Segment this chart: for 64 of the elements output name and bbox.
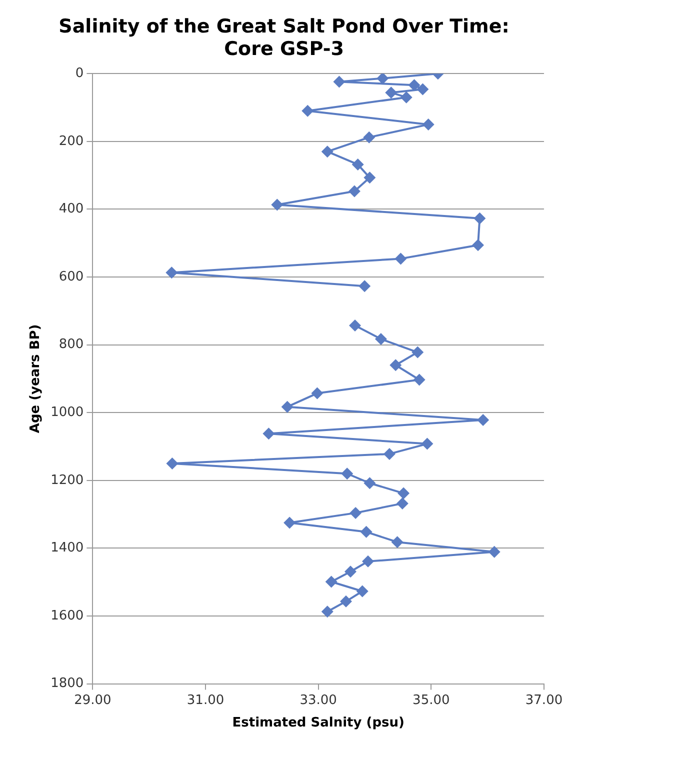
point: [281, 400, 294, 413]
point: [358, 280, 371, 292]
y-tick-label: 800: [58, 337, 84, 352]
y-tick-label: 1800: [50, 676, 84, 692]
point: [398, 487, 410, 500]
point: [364, 172, 376, 184]
point: [376, 74, 389, 84]
chart-title: Salinity of the Great Salt Pond Over Time: Core GSP-3: [58, 15, 510, 60]
x-tick-label: 35.00: [412, 692, 450, 708]
point: [421, 438, 434, 450]
point: [284, 516, 296, 529]
x-tick-label: 31.00: [186, 692, 224, 708]
x-tick-label: 29.00: [74, 692, 112, 708]
y-tick-label: 1400: [50, 540, 84, 556]
point: [352, 158, 364, 170]
point: [271, 198, 284, 211]
point: [311, 387, 324, 400]
x-tick-label: 33.00: [300, 692, 337, 708]
point: [166, 457, 178, 470]
y-tick-label: 600: [58, 269, 84, 284]
point: [340, 595, 352, 608]
point: [363, 131, 376, 144]
point: [302, 104, 314, 117]
point: [391, 536, 404, 548]
point: [488, 546, 500, 558]
point: [477, 414, 490, 426]
y-tick-label: 1200: [50, 472, 84, 488]
y-tick-label: 1000: [50, 404, 84, 420]
point: [408, 79, 420, 92]
point: [321, 146, 334, 158]
y-tick-label: 0: [75, 66, 84, 81]
point: [262, 428, 275, 440]
point: [348, 185, 360, 198]
point: [333, 76, 346, 88]
point: [474, 212, 486, 224]
point: [383, 448, 396, 460]
point: [412, 346, 424, 358]
y-tick-label: 1600: [50, 608, 84, 624]
point: [349, 319, 362, 332]
y-tick-label: 200: [58, 134, 84, 149]
point: [400, 91, 412, 104]
y-tick-label: 400: [58, 202, 84, 217]
point: [390, 359, 402, 372]
point: [472, 239, 484, 252]
point: [396, 497, 408, 510]
x-tick-label: 37.00: [525, 692, 563, 708]
y-axis-title: Age (years BP): [28, 324, 44, 434]
point: [394, 252, 407, 265]
point: [325, 576, 338, 588]
x-axis-title: Estimated Salnity (psu): [232, 716, 404, 731]
point: [422, 118, 434, 130]
point: [321, 606, 334, 618]
point: [364, 477, 376, 490]
point: [385, 86, 398, 99]
point: [356, 585, 368, 598]
point: [166, 266, 178, 279]
point: [344, 566, 356, 578]
point: [360, 526, 372, 538]
point: [416, 83, 429, 96]
point: [374, 333, 387, 346]
point: [413, 374, 426, 386]
point: [341, 468, 354, 480]
point: [350, 506, 362, 519]
point: [362, 555, 374, 568]
